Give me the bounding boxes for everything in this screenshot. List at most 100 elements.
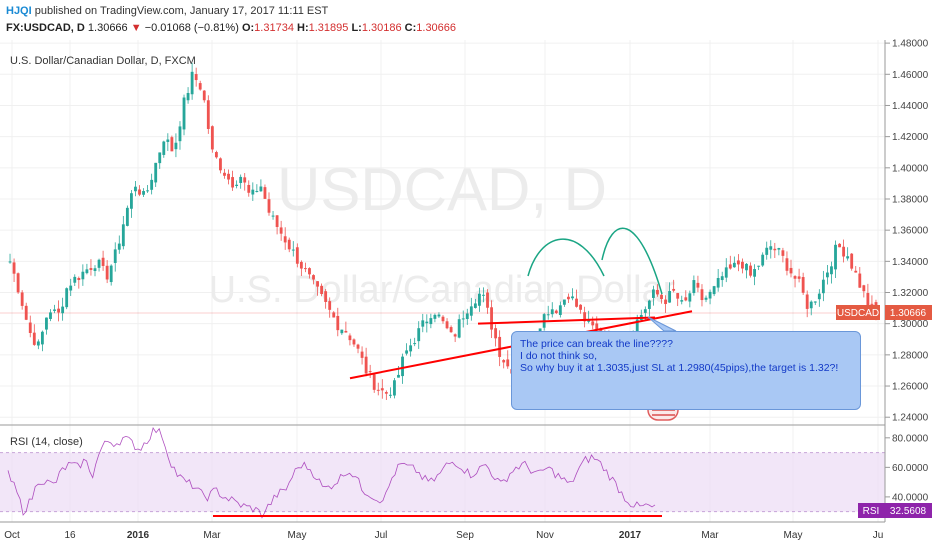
candle-body xyxy=(761,254,765,266)
candle-body xyxy=(461,318,465,320)
candle-body xyxy=(429,318,433,325)
candle-body xyxy=(73,276,77,283)
candle-body xyxy=(299,261,303,269)
price-tick-label: 1.44000 xyxy=(892,101,929,112)
candle-body xyxy=(89,268,93,270)
author-link[interactable]: HJQI xyxy=(6,5,32,17)
candle-body xyxy=(291,249,295,251)
candle-body xyxy=(425,321,429,324)
candle-body xyxy=(40,331,44,345)
candle-body xyxy=(558,305,562,315)
candle-body xyxy=(239,176,243,183)
candle-body xyxy=(332,312,336,318)
annotation-callout[interactable]: The price can break the line???? I do no… xyxy=(511,331,861,410)
price-tick-label: 1.30000 xyxy=(892,319,929,330)
price-tick-label: 1.42000 xyxy=(892,132,929,143)
candle-body xyxy=(473,303,477,308)
time-tick-label: Mar xyxy=(203,530,221,541)
candle-body xyxy=(854,270,858,273)
time-tick-label: Mar xyxy=(701,530,719,541)
candle-body xyxy=(202,90,206,101)
candle-body xyxy=(324,291,328,302)
candle-body xyxy=(486,292,489,308)
candle-body xyxy=(732,262,736,268)
rsi-value-badge-bg xyxy=(885,503,932,518)
down-arrow-icon: ▼ xyxy=(130,22,142,34)
rsi-line xyxy=(7,427,656,519)
candle-body xyxy=(777,248,781,250)
candle-body xyxy=(745,263,748,271)
price-axis[interactable]: 1.48000 1.46000 1.44000 1.42000 1.40000 1.380… xyxy=(885,39,929,424)
candle-body xyxy=(817,293,821,300)
candle-body xyxy=(320,285,324,294)
time-tick-label: 2016 xyxy=(127,530,150,541)
candle-body xyxy=(32,332,36,345)
rsi-axis[interactable]: 80.0000 60.0000 40.0000 xyxy=(885,433,929,503)
candle-body xyxy=(368,371,372,373)
candle-body xyxy=(583,312,587,322)
candle-body xyxy=(77,278,81,281)
candle-body xyxy=(562,299,566,305)
head-shoulder-arc-right[interactable] xyxy=(601,227,663,295)
time-tick-label: 16 xyxy=(64,530,76,541)
candle-body xyxy=(571,296,574,299)
candle-body xyxy=(437,314,441,317)
low-value: 1.30186 xyxy=(361,22,402,34)
current-price-badge: 1.30666 xyxy=(890,308,927,319)
candle-body xyxy=(785,258,789,271)
candle-body xyxy=(231,177,234,188)
candle-body xyxy=(243,177,247,183)
symbol-label: FX:USDCAD, D xyxy=(6,22,85,34)
low-label: L: xyxy=(351,22,362,34)
candle-body xyxy=(834,244,837,270)
candle-body xyxy=(352,339,356,345)
candle-body xyxy=(546,314,550,316)
candle-body xyxy=(684,297,688,301)
candle-body xyxy=(567,296,570,300)
candle-body xyxy=(336,315,340,331)
candle-body xyxy=(69,285,73,291)
candle-body xyxy=(283,236,287,243)
candle-body xyxy=(413,343,417,345)
candle-body xyxy=(652,289,655,298)
candle-body xyxy=(490,307,493,330)
candle-body xyxy=(498,336,502,357)
candle-body xyxy=(781,250,785,256)
candle-body xyxy=(635,319,639,335)
candle-body xyxy=(401,356,404,377)
neckline-trendline xyxy=(477,316,656,325)
candle-body xyxy=(134,186,137,192)
candle-body xyxy=(117,243,121,250)
candle-body xyxy=(765,247,769,255)
candle-body xyxy=(109,265,113,283)
publish-info: HJQI published on TradingView.com, Janua… xyxy=(6,5,328,17)
candle-body xyxy=(101,257,105,266)
candle-body xyxy=(271,215,275,217)
candle-body xyxy=(538,328,542,332)
time-tick-label: Ju xyxy=(873,530,884,541)
candle-body xyxy=(16,273,20,293)
rsi-tick-label: 60.0000 xyxy=(892,463,929,474)
time-axis[interactable]: Oct 16 2016 Mar May Jul Sep Nov 2017 Mar May Ju xyxy=(4,530,883,541)
close-value: 1.30666 xyxy=(416,22,457,34)
candle-body xyxy=(206,100,210,129)
annotation-line-1: The price can break the line???? xyxy=(520,338,673,350)
watermark-name: U.S. Dollar/Canadian Dollar xyxy=(209,269,676,311)
candle-body xyxy=(85,269,89,274)
candle-body xyxy=(409,345,413,352)
current-price-badge-bg xyxy=(885,305,932,320)
candle-body xyxy=(376,389,380,391)
annotation-line-3: So why buy it at 1.3035,just SL at 1.298… xyxy=(520,362,839,374)
candle-body xyxy=(643,309,647,313)
candle-body xyxy=(753,269,756,277)
candle-body xyxy=(45,317,48,330)
rsi-tick-label: 40.0000 xyxy=(892,492,929,503)
candle-body xyxy=(166,139,170,142)
head-shoulder-arc-left[interactable] xyxy=(527,238,605,277)
candle-body xyxy=(850,253,854,269)
candle-body xyxy=(328,301,332,310)
candle-body xyxy=(862,285,866,292)
candle-body xyxy=(846,256,850,259)
rsi-name-badge: RSI xyxy=(863,506,880,517)
